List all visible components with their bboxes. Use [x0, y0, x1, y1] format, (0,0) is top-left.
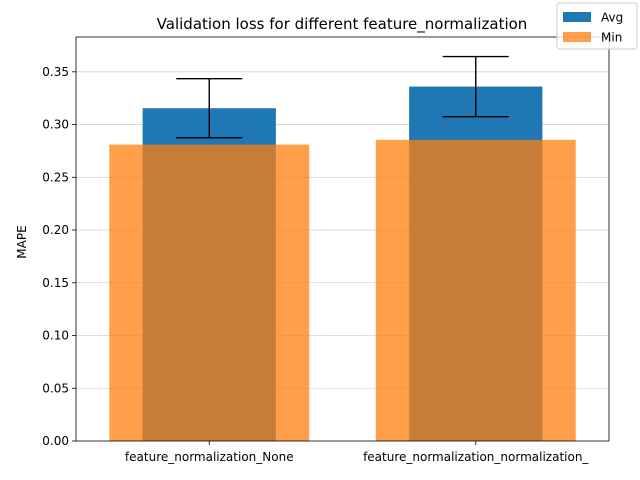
x-tick-label: feature_normalization_normalization_ [363, 450, 589, 464]
legend-swatch-avg [563, 12, 591, 22]
plot-frame [75, 36, 610, 442]
y-tick-label: 0.10 [42, 329, 69, 343]
legend-label-min: Min [601, 31, 622, 45]
y-tick-label: 0.20 [42, 223, 69, 237]
y-tick-label: 0.35 [42, 65, 69, 79]
x-axis: feature_normalization_None feature_normal… [125, 441, 589, 464]
x-tick-label: feature_normalization_None [125, 450, 294, 464]
bar-min [109, 144, 310, 441]
y-axis-label: MAPE [15, 225, 29, 258]
legend: Avg Min [556, 2, 638, 50]
legend-swatch-min [563, 32, 591, 42]
legend-box [556, 2, 638, 50]
min-bars [109, 139, 576, 441]
error-bars [176, 55, 509, 139]
y-tick-label: 0.15 [42, 276, 69, 290]
y-tick-label: 0.30 [42, 118, 69, 132]
legend-label-avg: Avg [601, 11, 623, 25]
bar-min [375, 139, 576, 441]
y-tick-label: 0.00 [42, 434, 69, 448]
y-tick-label: 0.25 [42, 170, 69, 184]
y-tick-label: 0.05 [42, 381, 69, 395]
chart-title: Validation loss for different feature_no… [157, 15, 528, 34]
y-axis: 0.00 0.05 0.10 0.15 0.20 0.25 0.30 0.35 [42, 65, 76, 448]
